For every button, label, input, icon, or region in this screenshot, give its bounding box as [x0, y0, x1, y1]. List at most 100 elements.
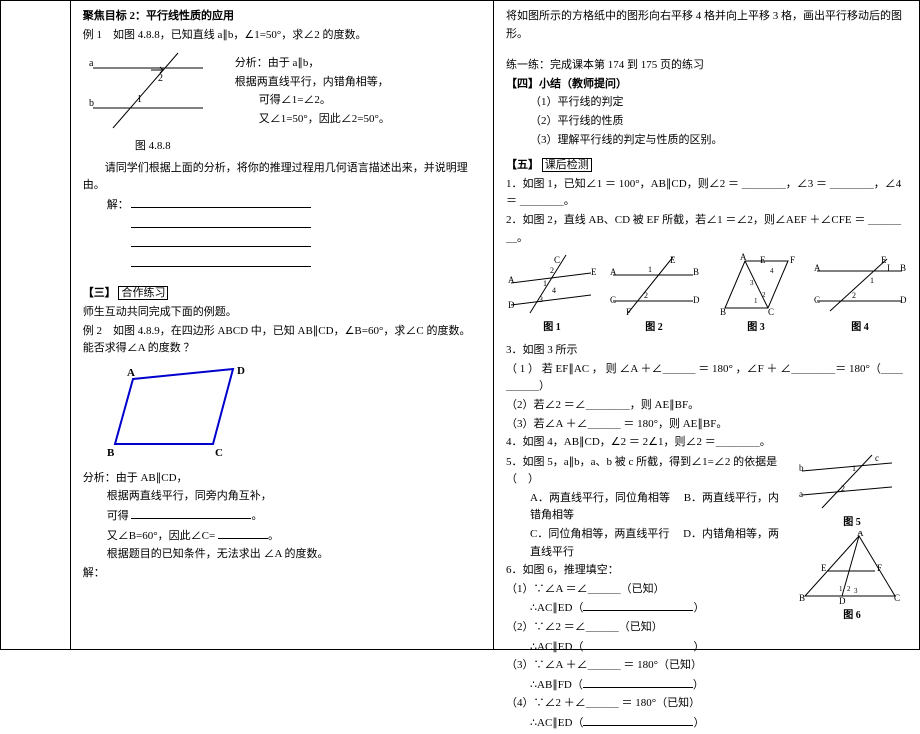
- fig488-label: 图 4.8.8: [83, 138, 223, 156]
- q6-3a: （3）∵∠A ＋∠＿＿＿ ＝ 180°（已知）: [506, 657, 789, 675]
- q2: 2．如图 2，直线 AB、CD 被 EF 所截，若∠1 ＝∠2，则∠AEF ＋∠…: [506, 212, 907, 247]
- q6: 6．如图 6，推理填空：: [506, 562, 789, 580]
- fig489-svg: A D C B: [103, 364, 263, 464]
- practice-header: 练一练：完成课本第 174 到 175 页的练习: [506, 57, 907, 75]
- q3-1: （ 1 ） 若 EF∥AC ， 则 ∠A ＋∠＿＿＿ ＝ 180° ，∠F ＋ …: [506, 361, 907, 396]
- svg-text:B: B: [900, 263, 906, 273]
- svg-text:1: 1: [648, 265, 652, 274]
- s4-1: （1）平行线的判定: [530, 94, 907, 112]
- analysis-l2: 根据两直线平行，内错角相等，: [235, 74, 390, 92]
- svg-text:A: A: [508, 275, 515, 285]
- fig3: A F B C E 3 1 2 4 图 3: [710, 253, 802, 336]
- analysis2-l1: 分析：由于 AB∥CD，: [83, 470, 481, 488]
- example2-intro: 例 2 如图 4.8.9，在四边形 ABCD 中，已知 AB∥CD，∠B=60°…: [83, 323, 481, 358]
- svg-text:c: c: [875, 453, 879, 463]
- svg-text:C: C: [554, 255, 560, 265]
- right-column: 将如图所示的方格纸中的图形向右平移 4 格并向上平移 3 格，画出平行移动后的图…: [494, 1, 919, 649]
- svg-text:A: A: [740, 253, 747, 262]
- q5-A: A．两直线平行，同位角相等: [530, 492, 670, 504]
- svg-text:2: 2: [644, 291, 648, 300]
- section5-header: 【五】: [506, 159, 539, 171]
- fig488: a b 2 1 图 4.8.8: [83, 48, 223, 156]
- svg-text:4: 4: [552, 286, 556, 295]
- pt-B: B: [107, 447, 115, 459]
- svg-text:b: b: [799, 463, 804, 473]
- analysis-l1: 分析：由于 a∥b，: [235, 55, 390, 73]
- fig488-row: a b 2 1 图 4.8.8 分析：由于 a∥b， 根据两直线平行，内错角相等…: [83, 48, 481, 156]
- svg-text:D: D: [900, 295, 907, 305]
- svg-text:F: F: [877, 563, 882, 573]
- s4-3: （3）理解平行线的判定与性质的区别。: [530, 132, 907, 150]
- fig488-svg: a b 2 1: [83, 48, 223, 138]
- svg-text:D: D: [839, 596, 846, 606]
- left-gutter: [1, 1, 71, 649]
- blank-line: [131, 235, 311, 247]
- section5: 【五】 课后检测: [506, 157, 907, 175]
- page-container: 聚焦目标 2：平行线性质的应用 例 1 如图 4.8.8，已知直线 a∥b，∠1…: [0, 0, 920, 650]
- svg-text:A: A: [814, 263, 821, 273]
- svg-text:3: 3: [750, 279, 754, 287]
- svg-text:E: E: [760, 255, 766, 265]
- svg-text:F: F: [626, 307, 631, 317]
- svg-text:2: 2: [852, 291, 856, 300]
- analysis2-l5: 根据题目的已知条件，无法求出 ∠A 的度数。: [107, 546, 481, 564]
- fig489: A D C B: [103, 364, 481, 464]
- q5-q6-row: 5．如图 5，a∥b，a、b 被 c 所截，得到∠1=∠2 的依据是（ ） A．…: [506, 453, 907, 734]
- blank-line: [131, 196, 311, 208]
- fig6-svg: A B C D E F 1 2 3: [797, 531, 902, 606]
- svg-text:C: C: [768, 307, 774, 317]
- solution2-label: 解：: [83, 565, 481, 583]
- instruction: 请同学们根据上面的分析，将你的推理过程用几何语言描述出来，并说明理由。: [83, 160, 481, 195]
- label-ang2: 2: [158, 73, 163, 84]
- svg-text:2: 2: [847, 585, 851, 593]
- blank-line: [131, 255, 311, 267]
- svg-text:3: 3: [854, 587, 858, 595]
- q5-C: C．同位角相等，两直线平行: [530, 528, 669, 540]
- coop-intro: 师生互动共同完成下面的例题。: [83, 304, 481, 322]
- analysis2-l2: 根据两直线平行，同旁内角互补，: [107, 488, 481, 506]
- label-ang1: 1: [137, 94, 142, 105]
- fig5-fig6-col: a b c 1 2 图 5 A B C D E F 1: [797, 453, 907, 734]
- svg-text:2: 2: [841, 484, 845, 493]
- analysis-l3: 可得∠1=∠2。: [259, 92, 390, 110]
- label-a: a: [89, 58, 94, 69]
- fig5-svg: a b c 1 2: [797, 453, 897, 513]
- q5: 5．如图 5，a∥b，a、b 被 c 所截，得到∠1=∠2 的依据是（ ）: [506, 454, 789, 489]
- svg-text:D: D: [508, 300, 515, 310]
- fig4: A B C D E I 1 2 图 4: [812, 253, 908, 336]
- svg-text:1: 1: [852, 464, 856, 473]
- section3-title: 合作练习: [118, 286, 168, 300]
- top-instruction: 将如图所示的方格纸中的图形向右平移 4 格并向上平移 3 格，画出平行移动后的图…: [506, 8, 907, 43]
- svg-text:E: E: [670, 255, 676, 265]
- q6-4a: （4）∵∠2 ＋∠＿＿＿ ＝ 180°（已知）: [506, 695, 789, 713]
- svg-text:D: D: [693, 295, 700, 305]
- svg-text:1: 1: [754, 297, 758, 305]
- q6-1a: （1）∵∠A ＝∠＿＿＿（已知）: [506, 581, 789, 599]
- analysis-l4: 又∠1=50°，因此∠2=50°。: [259, 111, 390, 129]
- q4: 4．如图 4，AB∥CD，∠2 ＝ 2∠1，则∠2 ＝＿＿＿＿。: [506, 434, 907, 452]
- solution-label: 解：: [107, 196, 481, 215]
- pt-D: D: [237, 365, 245, 377]
- example1-intro: 例 1 如图 4.8.8，已知直线 a∥b，∠1=50°，求∠2 的度数。: [83, 27, 481, 45]
- svg-text:A: A: [857, 531, 864, 538]
- svg-text:I: I: [887, 263, 890, 273]
- svg-text:E: E: [591, 267, 597, 277]
- analysis2-l3: 可得: [107, 510, 129, 522]
- svg-text:B: B: [693, 267, 699, 277]
- svg-text:4: 4: [770, 267, 774, 275]
- blank: [218, 527, 268, 539]
- blank: [131, 507, 251, 519]
- section3-header: 【三】: [83, 287, 116, 299]
- analysis2-l4: 又∠B=60°，因此∠C=: [107, 530, 215, 542]
- focus-header: 聚焦目标 2：平行线性质的应用: [83, 8, 481, 26]
- pt-A: A: [127, 367, 135, 379]
- svg-text:C: C: [894, 593, 900, 603]
- figures-row: A E D C 2 1 4 3 图 1 A B: [506, 253, 907, 336]
- label-b: b: [89, 98, 94, 109]
- analysis-block: 分析：由于 a∥b， 根据两直线平行，内错角相等， 可得∠1=∠2。 又∠1=5…: [235, 48, 390, 129]
- svg-text:C: C: [610, 295, 616, 305]
- fig1: A E D C 2 1 4 3 图 1: [506, 253, 598, 336]
- svg-text:B: B: [799, 593, 805, 603]
- svg-text:1: 1: [870, 276, 874, 285]
- section3: 【三】 合作练习: [83, 285, 481, 303]
